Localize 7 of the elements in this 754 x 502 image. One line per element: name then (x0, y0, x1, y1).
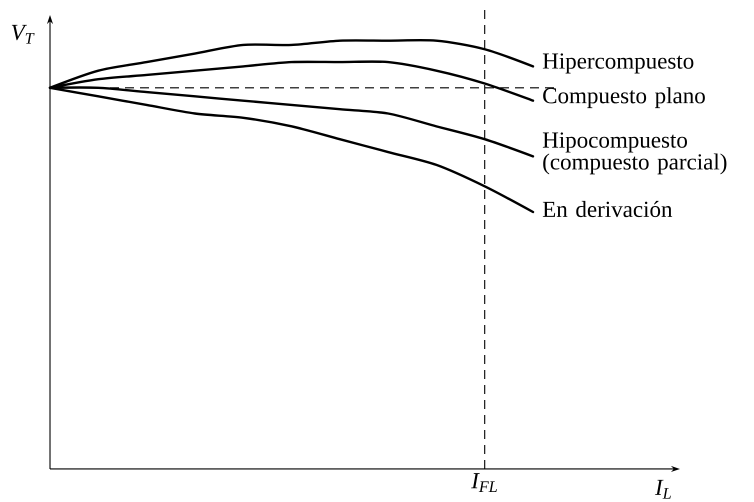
series-label: Compuesto plano (543, 87, 705, 108)
series-label: Hipercompuesto (542, 53, 694, 74)
series-label: En derivación (542, 200, 672, 218)
y-axis-title: V$_{T}$ (12, 24, 35, 44)
series-label: Hipocompuesto (compuesto parcial) (542, 132, 726, 174)
x-axis-title: I$_{L}$ (654, 480, 671, 499)
text: I$_{FL}$ (471, 473, 497, 492)
